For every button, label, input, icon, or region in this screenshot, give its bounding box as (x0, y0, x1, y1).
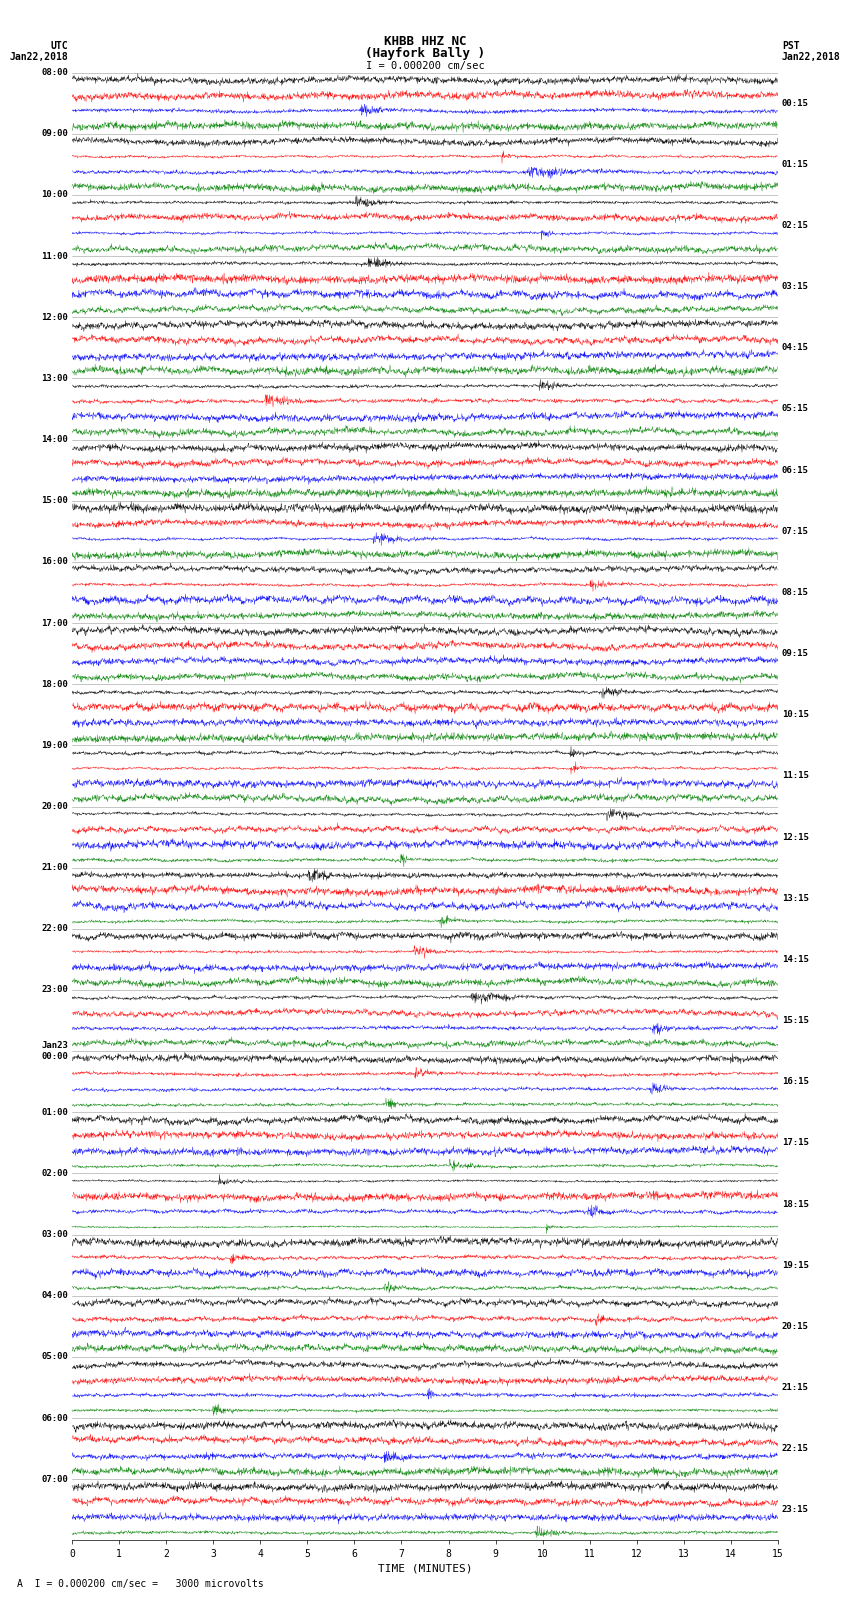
Text: 13:15: 13:15 (782, 894, 809, 903)
Text: 22:15: 22:15 (782, 1444, 809, 1453)
Text: 05:15: 05:15 (782, 405, 809, 413)
Text: 11:15: 11:15 (782, 771, 809, 781)
Text: 14:00: 14:00 (41, 436, 68, 444)
Text: 18:15: 18:15 (782, 1200, 809, 1208)
Text: 08:15: 08:15 (782, 589, 809, 597)
Text: 05:00: 05:00 (41, 1352, 68, 1361)
Text: 01:00: 01:00 (41, 1108, 68, 1116)
Text: 20:00: 20:00 (41, 802, 68, 811)
Text: 02:00: 02:00 (41, 1169, 68, 1177)
Text: 02:15: 02:15 (782, 221, 809, 231)
Text: 12:00: 12:00 (41, 313, 68, 321)
Text: 23:15: 23:15 (782, 1505, 809, 1515)
Text: 04:00: 04:00 (41, 1292, 68, 1300)
Text: 03:00: 03:00 (41, 1231, 68, 1239)
Text: 01:15: 01:15 (782, 160, 809, 169)
Text: 21:00: 21:00 (41, 863, 68, 873)
Text: 06:00: 06:00 (41, 1413, 68, 1423)
Text: 14:15: 14:15 (782, 955, 809, 965)
Text: 09:15: 09:15 (782, 648, 809, 658)
Text: 10:15: 10:15 (782, 710, 809, 719)
Text: Jan23
00:00: Jan23 00:00 (41, 1042, 68, 1061)
Text: 04:15: 04:15 (782, 344, 809, 352)
Text: 07:15: 07:15 (782, 527, 809, 536)
Text: 19:00: 19:00 (41, 740, 68, 750)
Text: 21:15: 21:15 (782, 1382, 809, 1392)
Text: PST
Jan22,2018: PST Jan22,2018 (782, 40, 841, 63)
Text: (Hayfork Bally ): (Hayfork Bally ) (365, 47, 485, 60)
X-axis label: TIME (MINUTES): TIME (MINUTES) (377, 1563, 473, 1574)
Text: 00:15: 00:15 (782, 98, 809, 108)
Text: 22:00: 22:00 (41, 924, 68, 934)
Text: 12:15: 12:15 (782, 832, 809, 842)
Text: 06:15: 06:15 (782, 466, 809, 474)
Text: 15:15: 15:15 (782, 1016, 809, 1024)
Text: UTC
Jan22,2018: UTC Jan22,2018 (9, 40, 68, 63)
Text: 16:15: 16:15 (782, 1077, 809, 1086)
Text: 18:00: 18:00 (41, 679, 68, 689)
Text: 20:15: 20:15 (782, 1323, 809, 1331)
Text: 15:00: 15:00 (41, 497, 68, 505)
Text: 07:00: 07:00 (41, 1474, 68, 1484)
Text: A  I = 0.000200 cm/sec =   3000 microvolts: A I = 0.000200 cm/sec = 3000 microvolts (17, 1579, 264, 1589)
Text: 16:00: 16:00 (41, 558, 68, 566)
Text: 23:00: 23:00 (41, 986, 68, 995)
Text: 17:00: 17:00 (41, 618, 68, 627)
Text: 10:00: 10:00 (41, 190, 68, 200)
Text: I = 0.000200 cm/sec: I = 0.000200 cm/sec (366, 61, 484, 71)
Text: 08:00: 08:00 (41, 68, 68, 77)
Text: 13:00: 13:00 (41, 374, 68, 382)
Text: KHBB HHZ NC: KHBB HHZ NC (383, 34, 467, 47)
Text: 17:15: 17:15 (782, 1139, 809, 1147)
Text: 19:15: 19:15 (782, 1261, 809, 1269)
Text: 09:00: 09:00 (41, 129, 68, 139)
Text: 11:00: 11:00 (41, 252, 68, 261)
Text: 03:15: 03:15 (782, 282, 809, 290)
